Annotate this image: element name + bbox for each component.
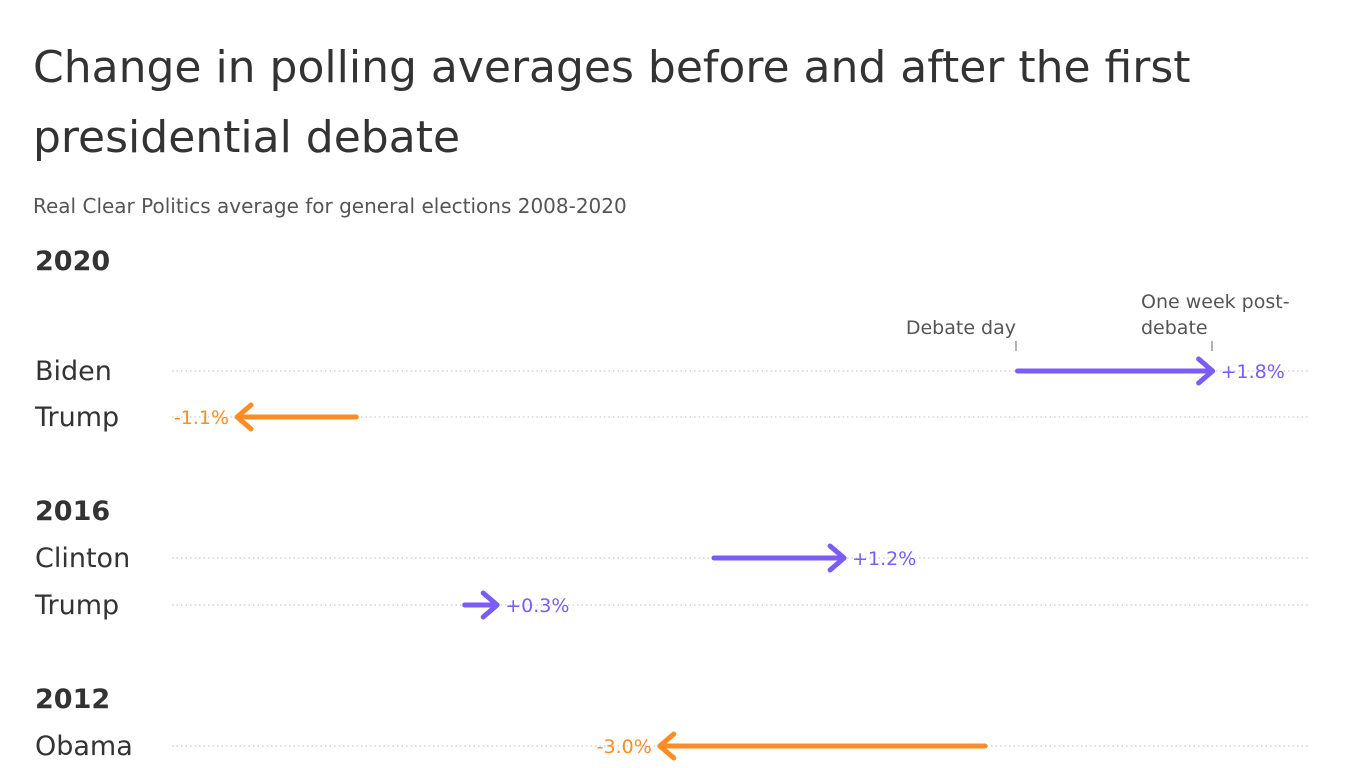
year-label: 2016: [35, 496, 110, 527]
debate-day-annotation: Debate day: [906, 317, 1016, 339]
candidate-name: Obama: [35, 731, 133, 762]
one-week-annotation-line2: debate: [1141, 317, 1208, 339]
change-arrow-head: [827, 543, 847, 573]
change-arrow-head: [1196, 356, 1216, 386]
year-label: 2020: [35, 246, 110, 277]
change-arrow-head: [480, 590, 500, 620]
change-label: +0.3%: [505, 595, 569, 617]
year-label: 2012: [35, 684, 110, 715]
candidate-name: Trump: [34, 402, 119, 433]
change-arrow-head: [657, 731, 677, 761]
chart-subtitle: Real Clear Politics average for general …: [33, 194, 627, 218]
candidate-name: Trump: [34, 590, 119, 621]
change-label: -3.0%: [597, 736, 652, 758]
candidate-name: Clinton: [35, 543, 130, 574]
change-label: -1.1%: [174, 407, 229, 429]
candidate-name: Biden: [35, 356, 112, 387]
chart-title-line1: Change in polling averages before and af…: [33, 42, 1191, 93]
one-week-annotation-line1: One week post-: [1141, 291, 1290, 313]
change-label: +1.2%: [852, 548, 916, 570]
change-arrow-head: [234, 402, 254, 432]
chart-title-line2: presidential debate: [33, 112, 460, 163]
change-label: +1.8%: [1221, 361, 1285, 383]
